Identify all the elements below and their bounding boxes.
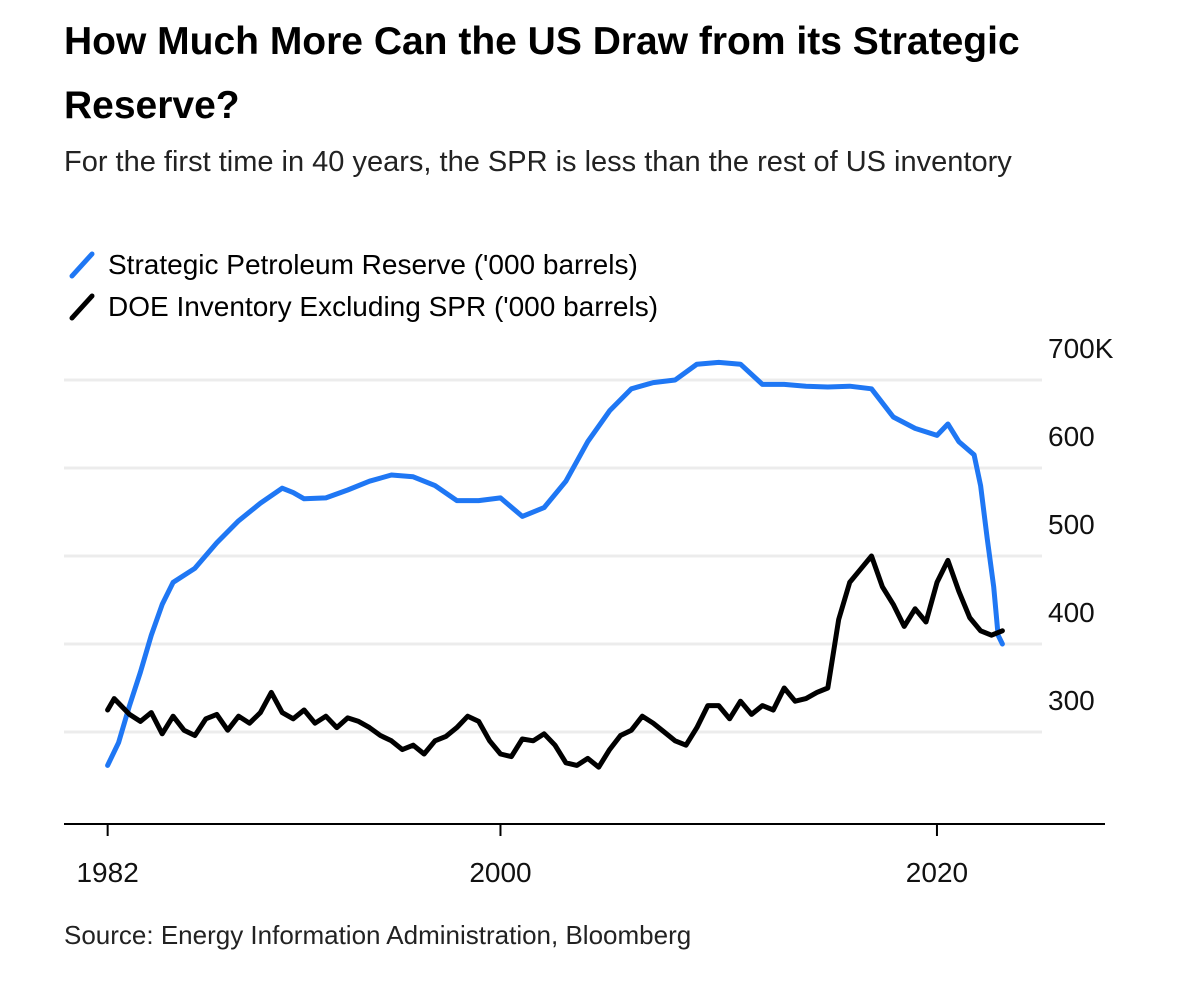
x-tick-label-2000: 2000 xyxy=(469,857,531,888)
legend-label-doe: DOE Inventory Excluding SPR ('000 barrel… xyxy=(108,291,659,322)
legend-label-spr: Strategic Petroleum Reserve ('000 barrel… xyxy=(108,249,638,280)
chart-subtitle: For the first time in 40 years, the SPR … xyxy=(64,146,1012,178)
series-line-doe-inventory xyxy=(105,553,1005,770)
chart-title: How Much More Can the US Draw from its S… xyxy=(64,20,1020,127)
series-line-spr xyxy=(105,359,1005,768)
legend-swatch-spr-icon xyxy=(69,251,95,279)
legend-item-doe: DOE Inventory Excluding SPR ('000 barrel… xyxy=(64,286,658,328)
legend: Strategic Petroleum Reserve ('000 barrel… xyxy=(64,244,658,328)
legend-item-spr: Strategic Petroleum Reserve ('000 barrel… xyxy=(64,244,658,286)
y-tick-label-300: 300 xyxy=(1048,685,1095,716)
legend-swatch-doe-icon xyxy=(69,293,95,321)
x-tick-label-2020: 2020 xyxy=(906,857,968,888)
y-tick-label-500: 500 xyxy=(1048,509,1095,540)
y-tick-label-700: 700K xyxy=(1048,333,1114,364)
source-note: Source: Energy Information Administratio… xyxy=(64,920,692,950)
y-tick-label-600: 600 xyxy=(1048,421,1095,452)
x-tick-label-1982: 1982 xyxy=(76,857,138,888)
y-tick-label-400: 400 xyxy=(1048,597,1095,628)
line-chart: 300 400 500 600 700K 1982 2000 2020 xyxy=(64,333,1114,888)
